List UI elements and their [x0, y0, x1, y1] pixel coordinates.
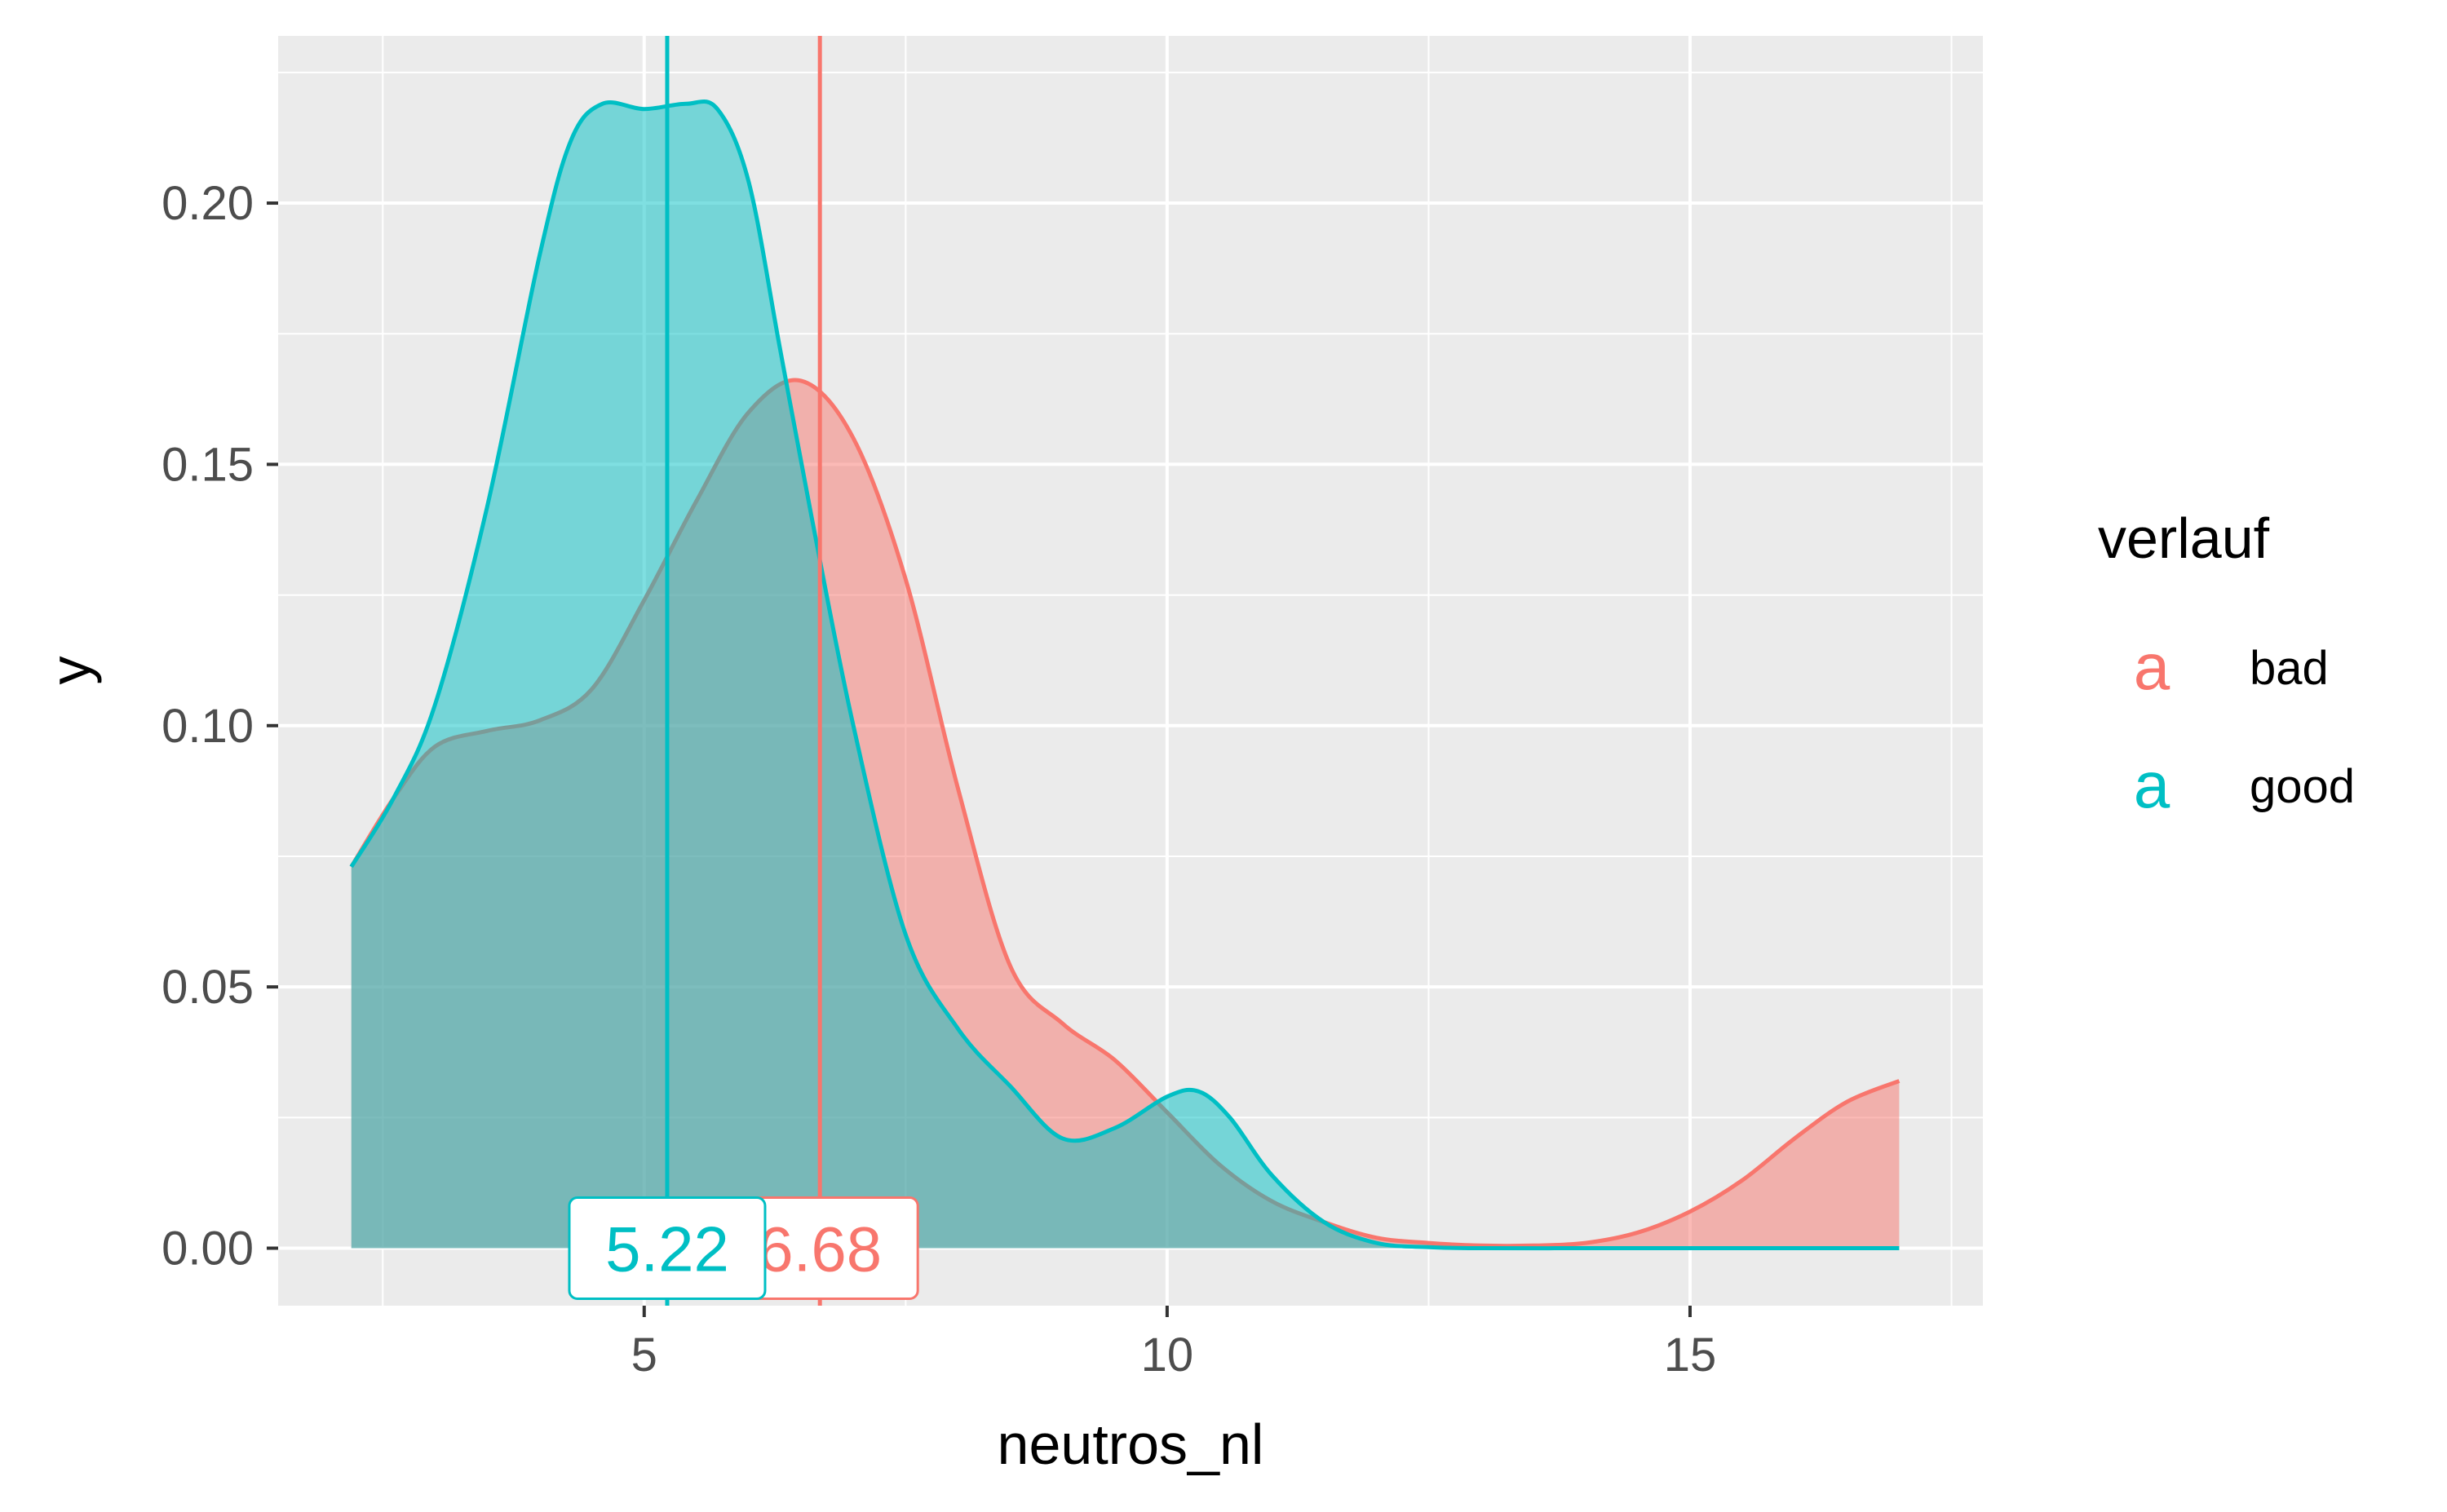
y-axis-title: y [38, 657, 102, 685]
density-line-good [349, 99, 1900, 1251]
legend-title: verlauf [2098, 506, 2270, 570]
legend: verlauf a bad a good [2098, 506, 2355, 821]
y-axis: 0.00 0.05 0.10 0.15 0.20 [162, 177, 278, 1275]
x-tick-label: 10 [1141, 1329, 1194, 1382]
density-areas [349, 99, 1901, 1251]
legend-entries: a bad a good [2134, 630, 2355, 821]
y-tick-label: 0.20 [162, 177, 254, 230]
legend-item-good: a good [2134, 749, 2355, 821]
x-axis: 5 10 15 [631, 1306, 1717, 1382]
y-tick-label: 0.10 [162, 700, 254, 753]
y-tick-label: 0.00 [162, 1222, 254, 1275]
legend-key-glyph: a [2134, 630, 2170, 703]
density-area-good [351, 101, 1900, 1249]
x-axis-title: neutros_nl [998, 1413, 1264, 1476]
mean-label-text: 6.68 [758, 1214, 882, 1285]
y-tick-label: 0.15 [162, 438, 254, 491]
x-tick-label: 15 [1664, 1329, 1717, 1382]
x-tick-label: 5 [631, 1329, 657, 1382]
legend-label: bad [2250, 642, 2329, 695]
mean-label-good: 5.22 [568, 1196, 767, 1301]
mean-lines [665, 36, 822, 1306]
mean-label-bad: 6.68 [720, 1196, 919, 1301]
mean-label-box [568, 1196, 767, 1301]
y-tick-label: 0.05 [162, 961, 254, 1014]
legend-label: good [2250, 760, 2355, 813]
legend-key-glyph: a [2134, 749, 2170, 821]
legend-item-bad: a bad [2134, 630, 2329, 703]
mean-labels: 6.68 5.22 [568, 1196, 919, 1301]
mean-label-text: 5.22 [605, 1214, 729, 1285]
